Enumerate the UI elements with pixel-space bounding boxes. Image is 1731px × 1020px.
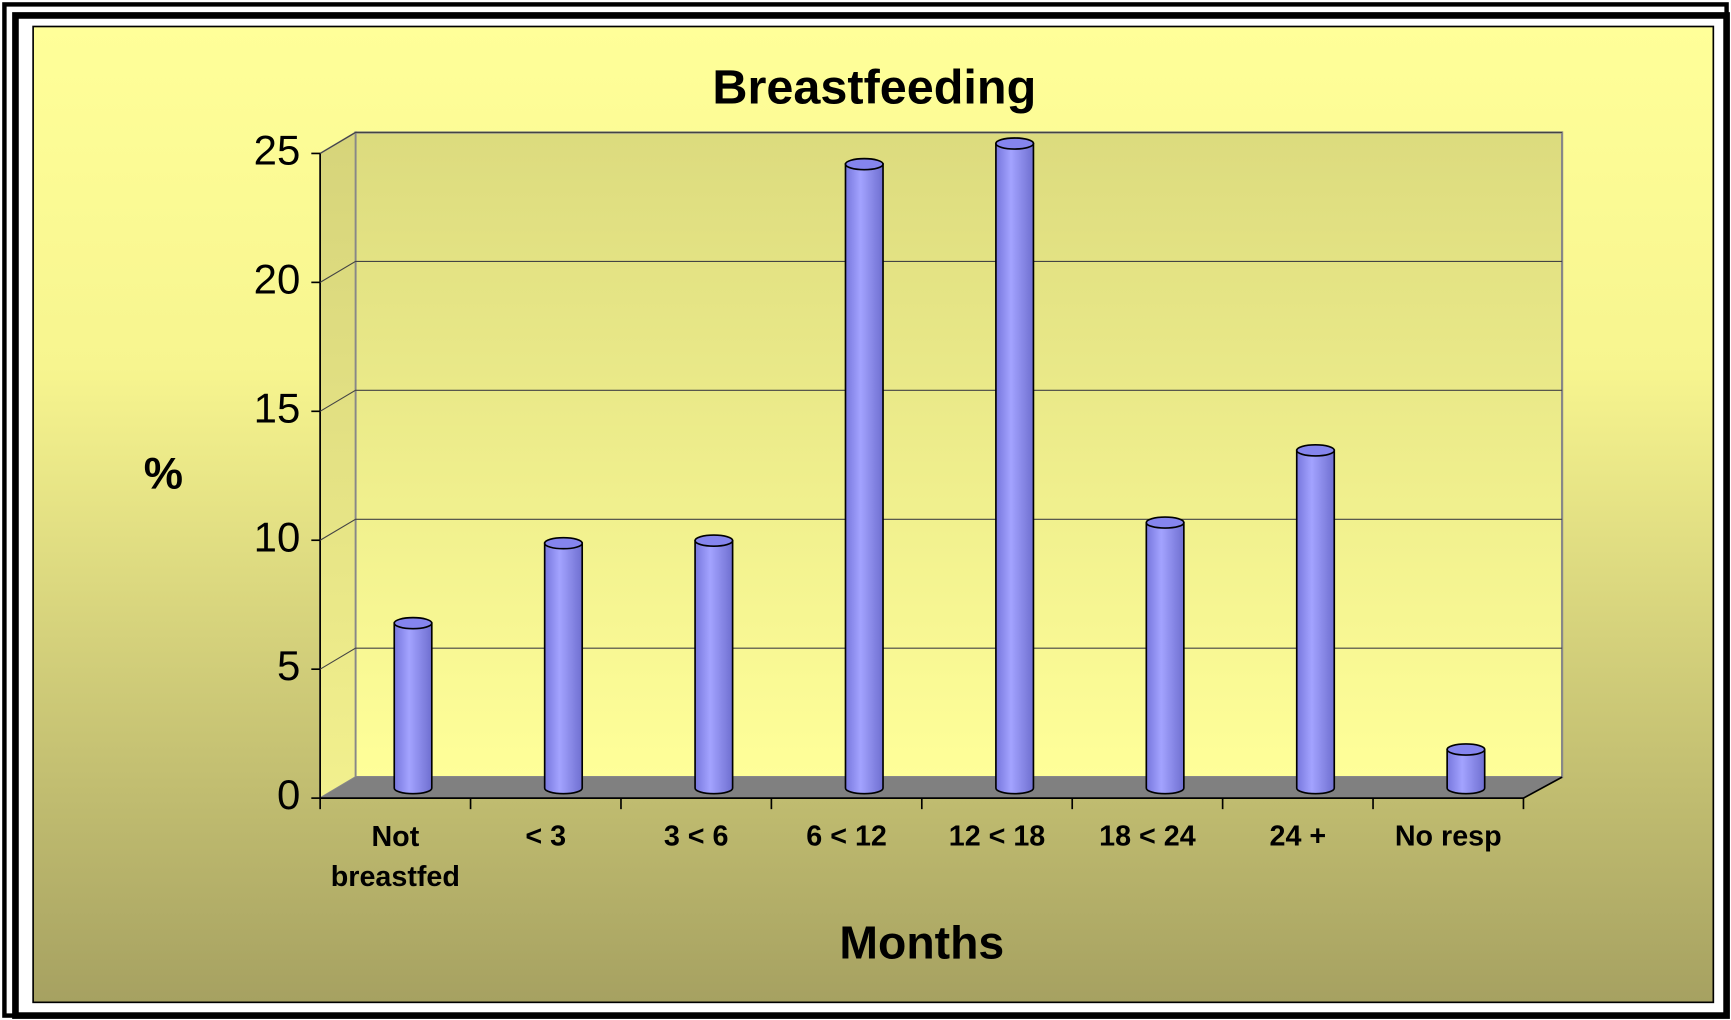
y-axis-label: % xyxy=(144,450,183,499)
bar-top xyxy=(1145,516,1185,529)
y-tick-label: 25 xyxy=(254,127,301,174)
bar-top xyxy=(393,616,433,630)
chart-title: Breastfeeding xyxy=(712,60,1036,114)
bar xyxy=(844,157,884,795)
bar-body xyxy=(1145,521,1185,795)
x-tick-label: 24 + xyxy=(1270,820,1327,852)
bar xyxy=(543,536,584,795)
x-tick-label: No resp xyxy=(1395,820,1502,852)
x-axis-depth xyxy=(1523,776,1563,799)
x-tick-label: 18 < 24 xyxy=(1099,820,1196,852)
bar xyxy=(393,616,433,795)
y-tick-label: 15 xyxy=(254,384,301,431)
bar-top xyxy=(1295,444,1336,457)
x-axis-label: Months xyxy=(839,916,1004,968)
grid-line xyxy=(319,131,1563,154)
x-tick-label: Not breastfed xyxy=(331,820,460,892)
x-tick-label: 6 < 12 xyxy=(806,820,887,852)
floor xyxy=(320,777,1563,799)
y-tick-label: 10 xyxy=(254,513,301,560)
bar-top xyxy=(844,157,884,171)
x-tick-label: 12 < 18 xyxy=(949,820,1046,852)
grid-line xyxy=(319,260,1563,283)
bar-body xyxy=(995,142,1035,795)
bar-body xyxy=(694,539,734,795)
bar-top xyxy=(995,137,1035,150)
bar-top xyxy=(1446,743,1486,756)
bar-body xyxy=(1446,748,1486,795)
side-wall xyxy=(319,131,357,800)
bar xyxy=(1145,516,1185,795)
x-tick-label: 3 < 6 xyxy=(664,820,729,852)
bar xyxy=(1295,444,1336,795)
bar xyxy=(995,137,1035,795)
grid-line xyxy=(319,389,1563,412)
bar-top xyxy=(543,536,584,550)
bar-body xyxy=(543,542,584,795)
bar-body xyxy=(844,163,884,795)
bar-top xyxy=(694,534,734,547)
bar xyxy=(694,534,734,795)
bar-body xyxy=(393,622,433,795)
back-wall xyxy=(354,131,1564,779)
y-tick-label: 0 xyxy=(277,771,300,818)
y-tick-label: 5 xyxy=(277,642,300,689)
x-tick-label: < 3 xyxy=(525,820,566,852)
y-tick-label: 20 xyxy=(254,255,301,302)
bar xyxy=(1446,743,1486,795)
inner-frame xyxy=(12,12,1730,1019)
bar-body xyxy=(1295,449,1336,795)
